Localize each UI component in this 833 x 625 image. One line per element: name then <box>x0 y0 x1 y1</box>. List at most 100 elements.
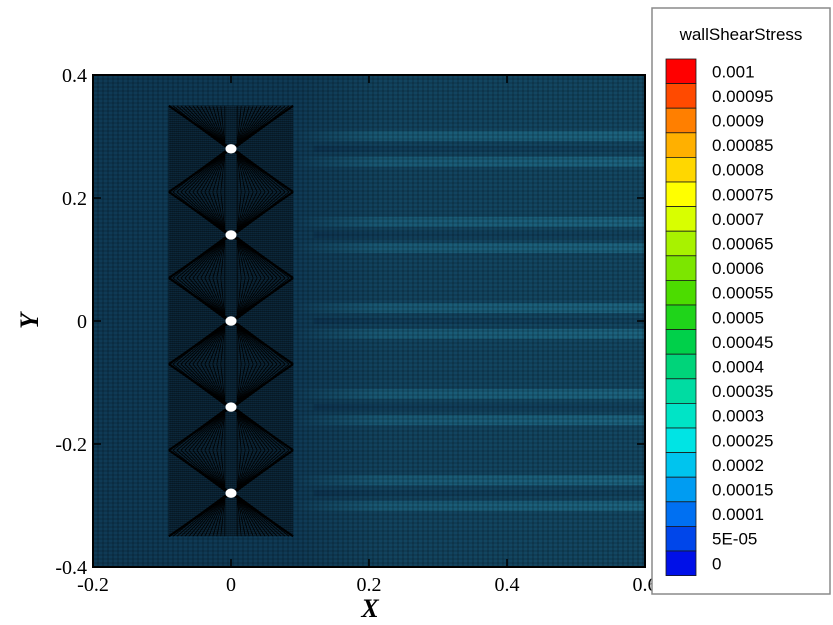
ogrid-line <box>236 322 254 365</box>
ogrid-line <box>236 277 246 320</box>
ogrid-line <box>236 449 258 492</box>
colorbar-label: 0.0005 <box>712 308 764 327</box>
ogrid-line <box>212 322 226 365</box>
ogrid-line <box>208 495 226 537</box>
ogrid-line <box>200 150 226 193</box>
colorbar-label: 0 <box>712 554 721 573</box>
ogrid-line <box>236 494 266 537</box>
ogrid-line <box>196 277 226 320</box>
ogrid-line <box>236 322 246 365</box>
wake-contours <box>293 75 645 567</box>
colorbar-label: 0.00045 <box>712 333 773 352</box>
ogrid-line <box>208 191 226 234</box>
ogrid-line <box>236 236 262 279</box>
ogrid-line <box>220 150 226 192</box>
ogrid-line <box>204 150 226 193</box>
colorbar-label: 0.0004 <box>712 358 764 377</box>
x-axis-title: X <box>360 594 379 623</box>
ogrid-line <box>236 191 266 234</box>
ogrid-line <box>196 494 226 537</box>
ogrid-line <box>200 105 226 148</box>
colorbar-label: 0.0001 <box>712 505 764 524</box>
ogrid-line <box>208 150 226 192</box>
cylinders <box>225 144 237 498</box>
colorbar-label: 0.001 <box>712 62 755 81</box>
cylinder <box>225 402 237 412</box>
plot-area <box>92 74 646 568</box>
ogrid-line <box>204 495 226 537</box>
ogrid-block <box>168 363 294 452</box>
ogrid-line <box>204 105 226 147</box>
ogrid-line <box>204 363 226 406</box>
cylinder <box>225 316 237 326</box>
ogrid-line <box>236 409 246 451</box>
ogrid-line <box>200 363 226 406</box>
ogrid-line <box>212 495 226 537</box>
ogrid-line <box>208 408 226 451</box>
ogrid-line <box>236 236 246 279</box>
colorbar-label: 0.00085 <box>712 136 773 155</box>
ogrid-line <box>236 363 250 406</box>
ogrid-line <box>216 236 226 279</box>
ogrid-line <box>236 150 254 192</box>
ogrid-line <box>236 363 266 406</box>
ogrid-line <box>236 495 250 537</box>
ogrid-line <box>204 236 226 279</box>
ogrid-line <box>216 450 226 492</box>
ogrid-line <box>236 450 246 492</box>
x-tick-label: 0.4 <box>495 574 520 596</box>
colorbar-label: 0.00055 <box>712 284 773 303</box>
colorbar-label: 0.0006 <box>712 259 764 278</box>
colorbar-label: 5E-05 <box>712 530 757 549</box>
ogrid-line <box>236 105 262 148</box>
ogrid-line <box>236 105 258 147</box>
ogrid-line <box>220 450 226 492</box>
ogrid-line <box>200 322 226 365</box>
ogrid-line <box>236 277 254 320</box>
wake-diffuse <box>300 75 645 567</box>
ogrid-line <box>236 322 250 365</box>
ogrid-line <box>236 495 258 537</box>
ogrid-line <box>236 494 262 537</box>
ogrid-line <box>220 364 226 406</box>
colorbar-swatch <box>665 402 697 429</box>
ogrid-line <box>236 150 266 193</box>
ogrid-line <box>196 236 226 279</box>
colorbar-label: 0.0008 <box>712 161 764 180</box>
ogrid-line <box>236 105 266 148</box>
colorbar-label: 0.00035 <box>712 382 773 401</box>
y-tick-label: 0 <box>77 311 87 333</box>
ogrid-line <box>236 105 250 147</box>
ogrid-line <box>220 105 226 147</box>
colorbar-swatch <box>665 452 697 478</box>
ogrid-line <box>200 408 226 451</box>
ogrid-line <box>216 105 226 147</box>
ogrid-line <box>204 277 226 320</box>
ogrid-line <box>216 191 226 233</box>
ogrid-line <box>236 450 242 492</box>
colorbar-swatch <box>665 501 697 527</box>
colorbar-swatch <box>665 181 697 208</box>
ogrid-line <box>236 277 242 320</box>
ogrid-line <box>200 191 226 234</box>
ogrid-line <box>220 191 226 233</box>
ogrid-line <box>208 322 226 365</box>
ogrid-line <box>236 150 250 192</box>
legend-title: wallShearStress <box>679 25 803 44</box>
y-tick-label: -0.2 <box>55 434 87 456</box>
ogrid-line <box>236 150 242 192</box>
ogrid-line <box>236 105 246 147</box>
colorbar-swatch <box>665 353 697 380</box>
ogrid-line <box>236 449 266 492</box>
ogrid-line <box>216 495 226 537</box>
colorbar-swatch <box>665 255 697 281</box>
ogrid-line <box>236 236 242 278</box>
ogrid-line <box>236 450 254 492</box>
ogrid-line <box>220 236 226 278</box>
ogrid-line <box>236 409 242 451</box>
ogrid-line <box>216 277 226 320</box>
ogrid-line <box>236 236 254 279</box>
colorbar-label: 0.0002 <box>712 456 764 475</box>
colorbar-swatch <box>665 304 697 331</box>
y-axis-title: Y <box>15 311 44 329</box>
